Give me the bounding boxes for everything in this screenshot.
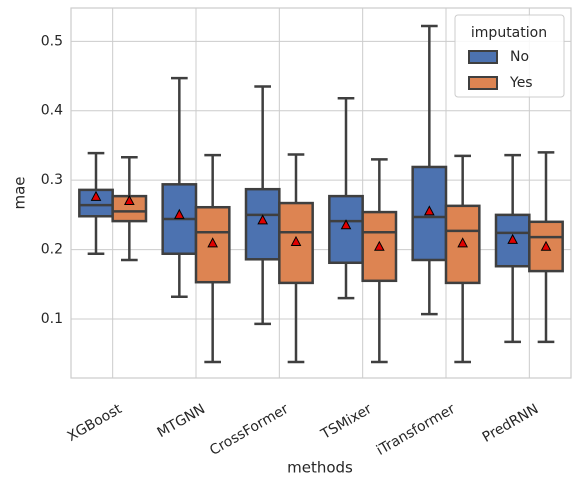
x-axis-label: methods — [287, 459, 353, 477]
mean-marker — [540, 240, 552, 251]
mean-marker — [457, 237, 468, 248]
mean-marker — [424, 205, 435, 216]
x-tick-label: PredRNN — [480, 401, 542, 446]
x-tick-label: XGBoost — [65, 401, 125, 445]
x-tick-label: TSMixer — [318, 401, 375, 443]
mean-marker — [290, 235, 302, 246]
y-tick-label: 0.4 — [41, 103, 63, 119]
mean-marker — [340, 219, 352, 230]
x-tick-label: MTGNN — [155, 401, 208, 441]
legend-label: No — [510, 49, 529, 65]
mean-marker — [507, 233, 518, 244]
legend-label: Yes — [509, 75, 533, 91]
y-tick-label: 0.3 — [41, 172, 63, 188]
mean-marker — [257, 214, 268, 225]
legend-swatch — [468, 76, 498, 90]
mean-marker — [207, 237, 218, 248]
mean-marker — [374, 240, 385, 251]
mean-marker — [90, 190, 102, 201]
y-tick-label: 0.2 — [41, 242, 63, 258]
legend-swatch — [468, 50, 498, 64]
x-tick-label: CrossFormer — [207, 401, 291, 459]
y-axis-label: mae — [11, 176, 29, 209]
mean-marker — [174, 208, 185, 219]
y-tick-label: 0.1 — [41, 311, 63, 327]
x-tick-label: iTransformer — [374, 401, 458, 459]
box — [328, 194, 364, 265]
box — [528, 220, 564, 273]
y-tick-label: 0.5 — [41, 33, 63, 49]
mean-marker — [124, 194, 135, 205]
legend-title: imputation — [471, 25, 547, 41]
plot-frame — [70, 7, 572, 379]
